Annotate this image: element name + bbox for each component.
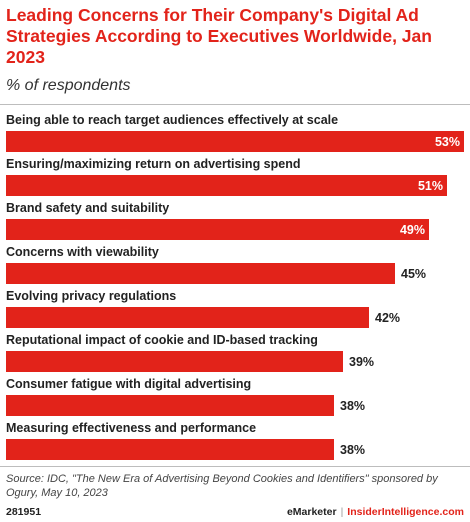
footer-divider xyxy=(0,466,470,467)
source-note: Source: IDC, "The New Era of Advertising… xyxy=(6,473,438,499)
value-label: 45% xyxy=(401,267,426,281)
chart-title: Leading Concerns for Their Company's Dig… xyxy=(6,5,432,67)
category-label: Brand safety and suitability xyxy=(6,201,169,215)
category-label: Measuring effectiveness and performance xyxy=(6,421,256,435)
category-label: Ensuring/maximizing return on advertisin… xyxy=(6,157,301,171)
bar xyxy=(6,219,429,240)
value-label: 38% xyxy=(340,443,365,457)
bar xyxy=(6,263,395,284)
bar xyxy=(6,439,334,460)
value-label: 39% xyxy=(349,355,374,369)
brand-separator: | xyxy=(340,506,344,518)
bar xyxy=(6,351,343,372)
value-label: 49% xyxy=(400,223,425,237)
category-label: Being able to reach target audiences eff… xyxy=(6,113,338,127)
bar xyxy=(6,307,369,328)
chart-subtitle: % of respondents xyxy=(6,77,131,94)
bar xyxy=(6,395,334,416)
insider-intelligence-link[interactable]: InsiderIntelligence.com xyxy=(347,506,464,518)
footer-brand: eMarketer | InsiderIntelligence.com xyxy=(287,506,464,518)
category-label: Reputational impact of cookie and ID-bas… xyxy=(6,333,318,347)
chart-id: 281951 xyxy=(6,506,42,518)
category-label: Evolving privacy regulations xyxy=(6,289,176,303)
emarketer-brand: eMarketer xyxy=(286,506,337,518)
value-label: 51% xyxy=(418,179,443,193)
value-label: 38% xyxy=(340,399,365,413)
value-label: 42% xyxy=(375,311,400,325)
header-divider xyxy=(0,104,470,105)
bar-chart: Being able to reach target audiences eff… xyxy=(6,113,464,460)
bar xyxy=(6,175,447,196)
value-label: 53% xyxy=(435,135,460,149)
category-label: Consumer fatigue with digital advertisin… xyxy=(6,377,251,391)
category-label: Concerns with viewability xyxy=(6,245,159,259)
bar xyxy=(6,131,464,152)
